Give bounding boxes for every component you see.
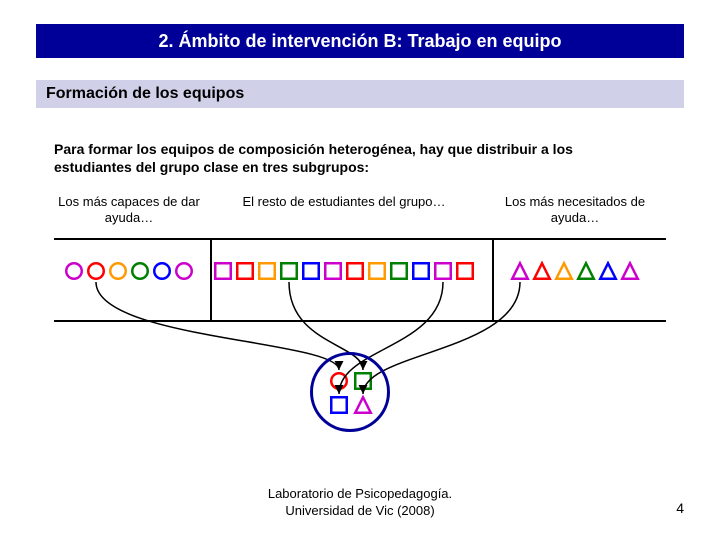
- arrow-0: [96, 282, 339, 370]
- intro-paragraph: Para formar los equipos de composición h…: [54, 140, 654, 176]
- group1-shape10-square-icon: [435, 263, 451, 279]
- group-label-0: Los más capaces de dar ayuda…: [54, 194, 204, 227]
- group2-shape2-triangle-icon: [556, 263, 572, 279]
- group0-shape0-circle-icon: [66, 263, 82, 279]
- group2-shape5-triangle-icon: [622, 263, 638, 279]
- divider-vertical-0: [210, 238, 212, 320]
- subtitle-bar: Formación de los equipos: [36, 80, 684, 108]
- page-number: 4: [676, 500, 684, 516]
- divider-vertical-1: [492, 238, 494, 320]
- title-text: 2. Ámbito de intervención B: Trabajo en …: [158, 31, 561, 52]
- group0-shape5-circle-icon: [176, 263, 192, 279]
- group1-shape7-square-icon: [369, 263, 385, 279]
- footer-line2: Universidad de Vic (2008): [0, 503, 720, 520]
- group-label-2: Los más necesitados de ayuda…: [484, 194, 666, 227]
- group0-shape3-circle-icon: [132, 263, 148, 279]
- divider-bottom: [54, 320, 666, 322]
- subtitle-text: Formación de los equipos: [46, 85, 244, 103]
- group-label-1: El resto de estudiantes del grupo…: [204, 194, 484, 227]
- group1-shape2-square-icon: [259, 263, 275, 279]
- group2-shape0-triangle-icon: [512, 263, 528, 279]
- group1-shape4-square-icon: [303, 263, 319, 279]
- group1-shape0-square-icon: [215, 263, 231, 279]
- group1-shape3-square-icon: [281, 263, 297, 279]
- group2-shape1-triangle-icon: [534, 263, 550, 279]
- group2-shape4-triangle-icon: [600, 263, 616, 279]
- footer: Laboratorio de Psicopedagogía. Universid…: [0, 486, 720, 520]
- result-set-circle: [310, 352, 390, 432]
- footer-line1: Laboratorio de Psicopedagogía.: [0, 486, 720, 503]
- group1-shape5-square-icon: [325, 263, 341, 279]
- paragraph-text: Para formar los equipos de composición h…: [54, 141, 573, 175]
- group0-shape2-circle-icon: [110, 263, 126, 279]
- group1-shape1-square-icon: [237, 263, 253, 279]
- group1-shape6-square-icon: [347, 263, 363, 279]
- group-labels-row: Los más capaces de dar ayuda…El resto de…: [54, 194, 666, 227]
- group0-shape4-circle-icon: [154, 263, 170, 279]
- group1-shape9-square-icon: [413, 263, 429, 279]
- group1-shape11-square-icon: [457, 263, 473, 279]
- divider-top: [54, 238, 666, 240]
- group1-shape8-square-icon: [391, 263, 407, 279]
- title-bar: 2. Ámbito de intervención B: Trabajo en …: [36, 24, 684, 58]
- group0-shape1-circle-icon: [88, 263, 104, 279]
- group2-shape3-triangle-icon: [578, 263, 594, 279]
